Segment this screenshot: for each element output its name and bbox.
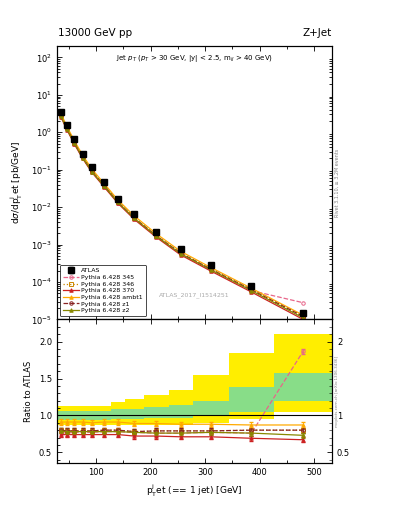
Pythia 6.428 345 — [64, 126, 69, 132]
X-axis label: p$_\mathrm{T}^\mathrm{j}$et (== 1 jet) [GeV]: p$_\mathrm{T}^\mathrm{j}$et (== 1 jet) [… — [146, 483, 243, 499]
Pythia 6.428 370 — [154, 234, 158, 240]
Pythia 6.428 345 — [301, 300, 306, 306]
Pythia 6.428 345 — [90, 168, 94, 175]
Pythia 6.428 ambt1 — [80, 152, 85, 158]
Pythia 6.428 370 — [102, 184, 107, 190]
Pythia 6.428 z1 — [90, 168, 94, 174]
Pythia 6.428 z2 — [208, 267, 213, 273]
Pythia 6.428 345 — [208, 267, 213, 273]
Pythia 6.428 z1 — [301, 313, 306, 319]
Pythia 6.428 346 — [301, 313, 306, 319]
Pythia 6.428 z2 — [301, 315, 306, 321]
Pythia 6.428 370 — [116, 200, 120, 206]
Text: ATLAS_2017_I1514251: ATLAS_2017_I1514251 — [159, 292, 230, 297]
Pythia 6.428 370 — [249, 289, 254, 295]
Pythia 6.428 z2 — [59, 113, 63, 119]
Y-axis label: d$\sigma$/dp$_\mathrm{T}^\mathrm{j}$et [pb/GeV]: d$\sigma$/dp$_\mathrm{T}^\mathrm{j}$et [… — [9, 141, 26, 224]
Text: Jet $p_T$ ($p_T$ > 30 GeV, |y| < 2.5, m$_{ll}$ > 40 GeV): Jet $p_T$ ($p_T$ > 30 GeV, |y| < 2.5, m$… — [116, 53, 273, 64]
Pythia 6.428 z1 — [178, 250, 183, 256]
Pythia 6.428 370 — [59, 114, 63, 120]
Pythia 6.428 z2 — [72, 140, 77, 146]
Pythia 6.428 z2 — [116, 200, 120, 206]
Pythia 6.428 ambt1 — [72, 138, 77, 144]
Pythia 6.428 z1 — [116, 199, 120, 205]
Text: 13000 GeV pp: 13000 GeV pp — [58, 28, 132, 38]
Pythia 6.428 z2 — [132, 216, 137, 222]
Pythia 6.428 346 — [90, 168, 94, 174]
Text: Z+Jet: Z+Jet — [302, 28, 331, 38]
Pythia 6.428 346 — [80, 154, 85, 160]
Line: Pythia 6.428 ambt1: Pythia 6.428 ambt1 — [59, 112, 305, 317]
Pythia 6.428 z1 — [59, 113, 63, 119]
Pythia 6.428 z1 — [154, 232, 158, 239]
Text: Rivet 3.1.10, ≥ 3.2M events: Rivet 3.1.10, ≥ 3.2M events — [335, 148, 340, 217]
Pythia 6.428 345 — [178, 251, 183, 257]
Pythia 6.428 370 — [72, 141, 77, 147]
Pythia 6.428 z2 — [102, 183, 107, 189]
Pythia 6.428 z1 — [249, 287, 254, 293]
Pythia 6.428 z2 — [80, 155, 85, 161]
Line: Pythia 6.428 z2: Pythia 6.428 z2 — [59, 114, 305, 319]
Pythia 6.428 ambt1 — [132, 213, 137, 219]
Pythia 6.428 z2 — [154, 233, 158, 239]
Pythia 6.428 370 — [132, 217, 137, 223]
Legend: ATLAS, Pythia 6.428 345, Pythia 6.428 346, Pythia 6.428 370, Pythia 6.428 ambt1,: ATLAS, Pythia 6.428 345, Pythia 6.428 34… — [60, 265, 146, 316]
Pythia 6.428 ambt1 — [154, 230, 158, 237]
Pythia 6.428 370 — [80, 155, 85, 161]
Pythia 6.428 346 — [64, 125, 69, 132]
Pythia 6.428 370 — [90, 169, 94, 176]
Y-axis label: Ratio to ATLAS: Ratio to ATLAS — [24, 361, 33, 422]
Line: Pythia 6.428 345: Pythia 6.428 345 — [59, 114, 305, 305]
Pythia 6.428 346 — [154, 232, 158, 239]
Pythia 6.428 z1 — [72, 140, 77, 146]
Pythia 6.428 346 — [249, 287, 254, 293]
Pythia 6.428 ambt1 — [301, 312, 306, 318]
Pythia 6.428 345 — [72, 140, 77, 146]
Pythia 6.428 ambt1 — [59, 110, 63, 116]
Line: Pythia 6.428 346: Pythia 6.428 346 — [59, 114, 305, 318]
Pythia 6.428 346 — [132, 215, 137, 221]
Pythia 6.428 346 — [208, 266, 213, 272]
Pythia 6.428 ambt1 — [90, 166, 94, 172]
Pythia 6.428 z2 — [64, 125, 69, 132]
Line: Pythia 6.428 z1: Pythia 6.428 z1 — [59, 114, 305, 318]
Pythia 6.428 ambt1 — [178, 248, 183, 254]
Pythia 6.428 370 — [178, 252, 183, 258]
Pythia 6.428 ambt1 — [64, 123, 69, 129]
Pythia 6.428 345 — [249, 288, 254, 294]
Pythia 6.428 z2 — [90, 168, 94, 175]
Line: Pythia 6.428 370: Pythia 6.428 370 — [59, 115, 305, 321]
Pythia 6.428 z1 — [64, 125, 69, 132]
Pythia 6.428 z1 — [208, 266, 213, 272]
Pythia 6.428 345 — [102, 183, 107, 189]
Pythia 6.428 ambt1 — [208, 264, 213, 270]
Pythia 6.428 346 — [178, 250, 183, 256]
Pythia 6.428 345 — [80, 155, 85, 161]
Pythia 6.428 370 — [301, 316, 306, 323]
Pythia 6.428 ambt1 — [116, 197, 120, 203]
Pythia 6.428 370 — [208, 268, 213, 274]
Pythia 6.428 z2 — [249, 288, 254, 294]
Pythia 6.428 z1 — [80, 154, 85, 160]
Pythia 6.428 345 — [116, 200, 120, 206]
Pythia 6.428 345 — [59, 113, 63, 119]
Pythia 6.428 ambt1 — [102, 181, 107, 187]
Pythia 6.428 346 — [72, 140, 77, 146]
Pythia 6.428 346 — [102, 183, 107, 189]
Pythia 6.428 346 — [59, 113, 63, 119]
Pythia 6.428 z2 — [178, 251, 183, 257]
Pythia 6.428 345 — [154, 233, 158, 239]
Pythia 6.428 z1 — [132, 215, 137, 221]
Pythia 6.428 z1 — [102, 183, 107, 189]
Pythia 6.428 ambt1 — [249, 285, 254, 291]
Pythia 6.428 370 — [64, 126, 69, 133]
Pythia 6.428 346 — [116, 199, 120, 205]
Text: mcplots.cern.ch [arXiv:1306.3436]: mcplots.cern.ch [arXiv:1306.3436] — [335, 356, 339, 427]
Pythia 6.428 345 — [132, 216, 137, 222]
